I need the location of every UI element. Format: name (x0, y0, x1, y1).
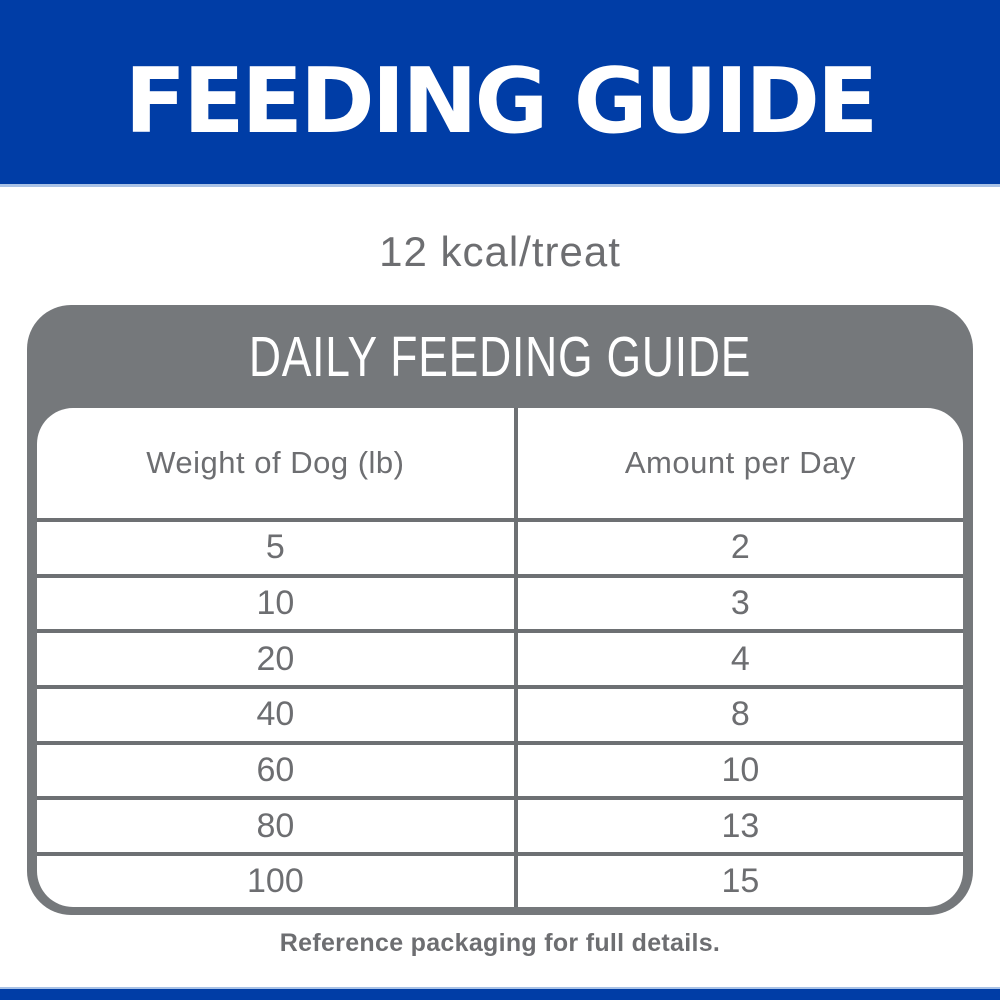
feeding-table: Weight of Dog (lb) Amount per Day 5 2 10 3 2… (37, 408, 963, 907)
table-container: Weight of Dog (lb) Amount per Day 5 2 10 3 2… (37, 408, 963, 907)
weight-cell: 20 (37, 631, 518, 689)
table-row: 10 3 (37, 575, 963, 634)
card-title: DAILY FEEDING GUIDE (248, 324, 752, 389)
weight-cell: 10 (37, 575, 518, 634)
weight-cell: 40 (37, 686, 518, 745)
table-row: 100 15 (37, 853, 963, 907)
amount-cell: 8 (515, 686, 963, 745)
table-row: 20 4 (37, 631, 963, 689)
weight-cell: 5 (37, 520, 518, 578)
banner: FEEDING GUIDE (0, 0, 1000, 187)
amount-cell: 2 (515, 520, 963, 578)
feeding-table-body: 5 2 10 3 20 4 40 8 60 10 80 13 100 15 (37, 520, 963, 907)
col-header-amount: Amount per Day (515, 408, 963, 522)
col-header-weight: Weight of Dog (lb) (37, 408, 518, 522)
daily-feeding-guide-card: DAILY FEEDING GUIDE Weight of Dog (lb) A… (27, 305, 973, 915)
table-header-row: Weight of Dog (lb) Amount per Day (37, 408, 963, 522)
kcal-per-treat-note: 12 kcal/treat (379, 228, 621, 275)
weight-cell: 100 (37, 853, 518, 907)
bottom-bar (0, 987, 1000, 1000)
amount-cell: 13 (515, 798, 963, 856)
card-title-band: DAILY FEEDING GUIDE (27, 305, 973, 408)
amount-cell: 4 (515, 631, 963, 689)
table-row: 80 13 (37, 798, 963, 856)
amount-cell: 10 (515, 742, 963, 801)
weight-cell: 80 (37, 798, 518, 856)
table-row: 40 8 (37, 686, 963, 745)
amount-cell: 15 (721, 861, 760, 900)
footnote: Reference packaging for full details. (279, 929, 721, 957)
table-row: 60 10 (37, 742, 963, 801)
amount-cell: 3 (515, 575, 963, 634)
weight-cell: 60 (37, 742, 518, 801)
page-title: FEEDING GUIDE (124, 48, 879, 154)
